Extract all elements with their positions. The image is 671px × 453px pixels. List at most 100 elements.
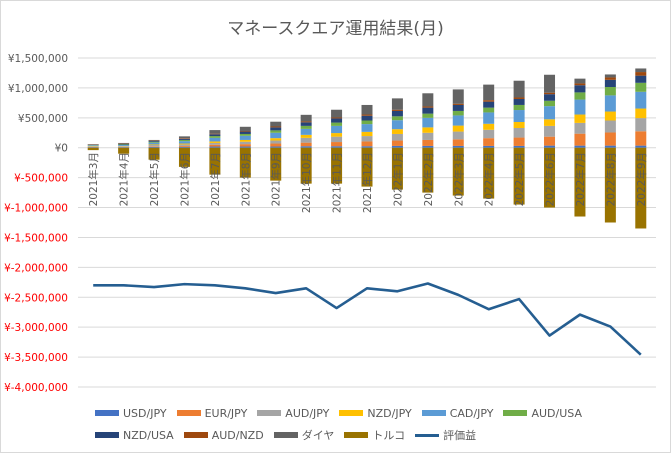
bar-segment-トルコ bbox=[270, 147, 282, 181]
bar-segment-AUD/JPY bbox=[604, 120, 616, 133]
bar-segment-USD/JPY bbox=[239, 146, 251, 148]
bar-segment-AUD/USA bbox=[635, 82, 647, 92]
legend-label: ダイヤ bbox=[301, 429, 335, 442]
bar-segment-NZD/USA bbox=[270, 127, 282, 131]
bar-segment-CAD/JPY bbox=[544, 106, 556, 120]
bar-segment-NZD/JPY bbox=[178, 143, 190, 145]
bar-segment-AUD/NZD bbox=[452, 103, 464, 105]
legend-label: NZD/JPY bbox=[367, 406, 412, 420]
bar-segment-USD/JPY bbox=[331, 146, 343, 148]
bar-segment-AUD/USA bbox=[574, 92, 586, 100]
x-tick-label: 2022年5月 bbox=[513, 152, 526, 206]
bar-segment-USD/JPY bbox=[452, 145, 464, 148]
legend-item: CAD/JPY bbox=[421, 406, 494, 420]
bar-segment-CAD/JPY bbox=[422, 117, 434, 128]
bar-segment-EUR/JPY bbox=[391, 140, 403, 146]
bar-segment-USD/JPY bbox=[361, 146, 373, 148]
bar-segment-ダイヤ bbox=[391, 98, 403, 110]
bar-segment-CAD/JPY bbox=[604, 95, 616, 112]
bar-segment-トルコ bbox=[300, 147, 312, 184]
bar-segment-ダイヤ bbox=[270, 121, 282, 127]
bar-segment-CAD/JPY bbox=[513, 110, 525, 123]
bar-segment-NZD/USA bbox=[483, 101, 495, 108]
bar-segment-トルコ bbox=[452, 147, 464, 196]
bar-segment-AUD/JPY bbox=[452, 131, 464, 140]
bar-segment-USD/JPY bbox=[604, 145, 616, 148]
bar-segment-EUR/JPY bbox=[209, 144, 221, 147]
bar-segment-トルコ bbox=[422, 147, 434, 193]
legend-item: AUD/NZD bbox=[183, 429, 264, 442]
x-tick-label: 2022年4月 bbox=[483, 152, 496, 206]
legend-row: NZD/USA AUD/NZD ダイヤ トルコ 評価益 bbox=[95, 424, 595, 446]
bar-segment-EUR/JPY bbox=[635, 131, 647, 146]
bar-segment-EUR/JPY bbox=[574, 133, 586, 146]
bar-segment-AUD/USA bbox=[452, 110, 464, 116]
bar-segment-ダイヤ bbox=[331, 109, 343, 118]
y-tick-label: ¥-1,500,000 bbox=[4, 232, 68, 244]
bar-segment-AUD/NZD bbox=[361, 114, 373, 116]
bars bbox=[87, 68, 647, 229]
legend-label: NZD/USA bbox=[123, 428, 174, 442]
bar-segment-AUD/NZD bbox=[331, 117, 343, 119]
bar-segment-トルコ bbox=[118, 147, 130, 154]
legend-color-swatch bbox=[503, 410, 528, 416]
bar-segment-NZD/USA bbox=[635, 75, 647, 83]
bar-segment-AUD/JPY bbox=[270, 140, 282, 144]
y-tick-label: ¥500,000 bbox=[18, 113, 68, 125]
bar-segment-ダイヤ bbox=[239, 126, 251, 131]
x-tick-label: 2022年3月 bbox=[452, 152, 465, 206]
bar-segment-CAD/JPY bbox=[331, 125, 343, 134]
bar-segment-NZD/USA bbox=[422, 107, 434, 114]
bar-segment-ダイヤ bbox=[118, 142, 130, 144]
x-tick-label: 2022年7月 bbox=[574, 152, 587, 206]
bar-segment-CAD/JPY bbox=[239, 135, 251, 140]
bar-segment-NZD/USA bbox=[148, 140, 160, 142]
bar-segment-CAD/JPY bbox=[635, 91, 647, 109]
bar-segment-ダイヤ bbox=[178, 136, 190, 139]
bar-segment-USD/JPY bbox=[87, 147, 99, 148]
bar-segment-AUD/NZD bbox=[513, 97, 525, 99]
bar-segment-EUR/JPY bbox=[513, 137, 525, 146]
legend-item: AUD/USA bbox=[503, 407, 582, 420]
bar-segment-USD/JPY bbox=[209, 146, 221, 148]
bar-segment-AUD/NZD bbox=[574, 83, 586, 86]
bar-segment-AUD/NZD bbox=[239, 130, 251, 132]
bar-segment-NZD/JPY bbox=[483, 123, 495, 130]
bar-segment-トルコ bbox=[635, 147, 647, 229]
legend-color-swatch bbox=[421, 410, 446, 416]
bar-segment-ダイヤ bbox=[361, 104, 373, 115]
bar-segment-NZD/USA bbox=[209, 134, 221, 137]
bar-segment-EUR/JPY bbox=[239, 144, 251, 147]
bar-segment-NZD/JPY bbox=[422, 127, 434, 133]
legend-label: AUD/JPY bbox=[285, 406, 330, 420]
legend-label: CAD/JPY bbox=[449, 406, 494, 420]
line-series bbox=[93, 282, 642, 356]
x-tick-label: 2022年1月 bbox=[391, 152, 404, 206]
bar-segment-ダイヤ bbox=[483, 84, 495, 101]
bar-segment-AUD/JPY bbox=[118, 146, 130, 147]
bar-segment-NZD/JPY bbox=[574, 114, 586, 123]
legend-item: トルコ bbox=[344, 427, 405, 443]
bar-segment-NZD/JPY bbox=[544, 119, 556, 126]
bar-segment-NZD/USA bbox=[300, 122, 312, 126]
bar-segment-CAD/JPY bbox=[209, 137, 221, 142]
y-tick-label: ¥-500,000 bbox=[14, 173, 68, 185]
y-tick-label: ¥-4,000,000 bbox=[4, 382, 68, 394]
x-tick-label: 2021年5月 bbox=[148, 152, 161, 206]
bar-segment-ダイヤ bbox=[544, 74, 556, 93]
bar-segment-AUD/NZD bbox=[270, 126, 282, 128]
bar-segment-AUD/JPY bbox=[178, 144, 190, 146]
x-tick-label: 2022年6月 bbox=[544, 152, 557, 206]
y-tick-label: ¥-3,000,000 bbox=[4, 322, 68, 334]
bar-segment-AUD/NZD bbox=[178, 138, 190, 139]
bar-segment-NZD/USA bbox=[513, 98, 525, 105]
bar-segment-NZD/USA bbox=[331, 118, 343, 123]
bar-segment-AUD/USA bbox=[361, 120, 373, 125]
legend-item: 評価益 bbox=[415, 427, 476, 443]
bar-segment-AUD/NZD bbox=[544, 92, 556, 95]
x-tick-label: 2021年4月 bbox=[118, 152, 131, 206]
bar-segment-AUD/NZD bbox=[422, 106, 434, 108]
bar-segment-NZD/JPY bbox=[635, 108, 647, 119]
bar-segment-NZD/JPY bbox=[391, 129, 403, 134]
